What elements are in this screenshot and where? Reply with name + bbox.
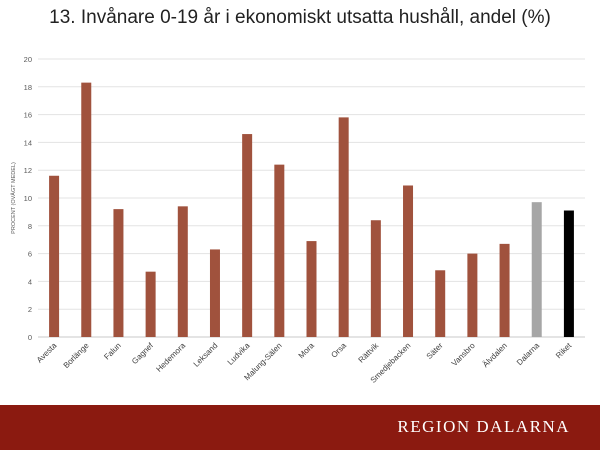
y-tick-label: 20 [24, 55, 32, 64]
bar [435, 270, 446, 337]
y-tick-label: 16 [24, 111, 32, 120]
bar [209, 249, 220, 337]
bar [467, 253, 478, 337]
bar [499, 243, 510, 337]
x-tick-label: Vansbro [450, 341, 477, 368]
y-tick-label: 4 [28, 277, 32, 286]
y-axis-title: PROCENT (OVÄGT MEDEL) [10, 162, 17, 234]
x-tick-label: Älvdalen [481, 341, 509, 369]
x-tick-label: Riket [554, 341, 574, 361]
x-tick-label: Hedemora [154, 341, 187, 374]
bar [306, 241, 317, 337]
bar [403, 185, 414, 337]
footer-bar: REGION DALARNA [0, 405, 600, 450]
bar [338, 117, 349, 337]
bar [81, 82, 92, 337]
x-tick-label: Avesta [35, 341, 59, 365]
x-tick-label: Falun [102, 341, 123, 362]
y-tick-label: 0 [28, 333, 32, 342]
x-tick-label: Orsa [329, 341, 348, 360]
x-tick-label: Ludvika [226, 341, 252, 367]
x-tick-label: Mora [297, 341, 317, 361]
bar [242, 134, 253, 337]
bar [274, 164, 285, 337]
bar [563, 210, 574, 337]
y-tick-label: 8 [28, 222, 32, 231]
chart-title: 13. Invånare 0-19 år i ekonomiskt utsatt… [49, 7, 551, 28]
x-tick-label: Dalarna [515, 341, 542, 368]
bar [531, 202, 542, 337]
y-tick-label: 14 [24, 138, 32, 147]
x-tick-label: Gagnef [130, 341, 155, 366]
x-tick-label: Leksand [192, 341, 220, 369]
y-tick-label: 6 [28, 250, 32, 259]
bar [177, 206, 188, 337]
bar [145, 271, 156, 337]
bar [370, 220, 381, 337]
x-tick-label: Borlänge [62, 341, 91, 370]
y-tick-label: 10 [24, 194, 32, 203]
bar [113, 209, 124, 337]
y-tick-label: 12 [24, 166, 32, 175]
bar-chart: 0 2 4 6 8 10 12 14 16 18 20 PROCENT (OVÄGT MEDEL) Av… [10, 55, 585, 385]
brand-logo: REGION DALARNA [397, 417, 570, 436]
x-tick-label: Rättvik [357, 340, 381, 364]
x-tick-label: Säter [425, 341, 445, 361]
bar [49, 175, 60, 337]
y-tick-label: 18 [24, 83, 32, 92]
y-tick-label: 2 [28, 305, 32, 314]
